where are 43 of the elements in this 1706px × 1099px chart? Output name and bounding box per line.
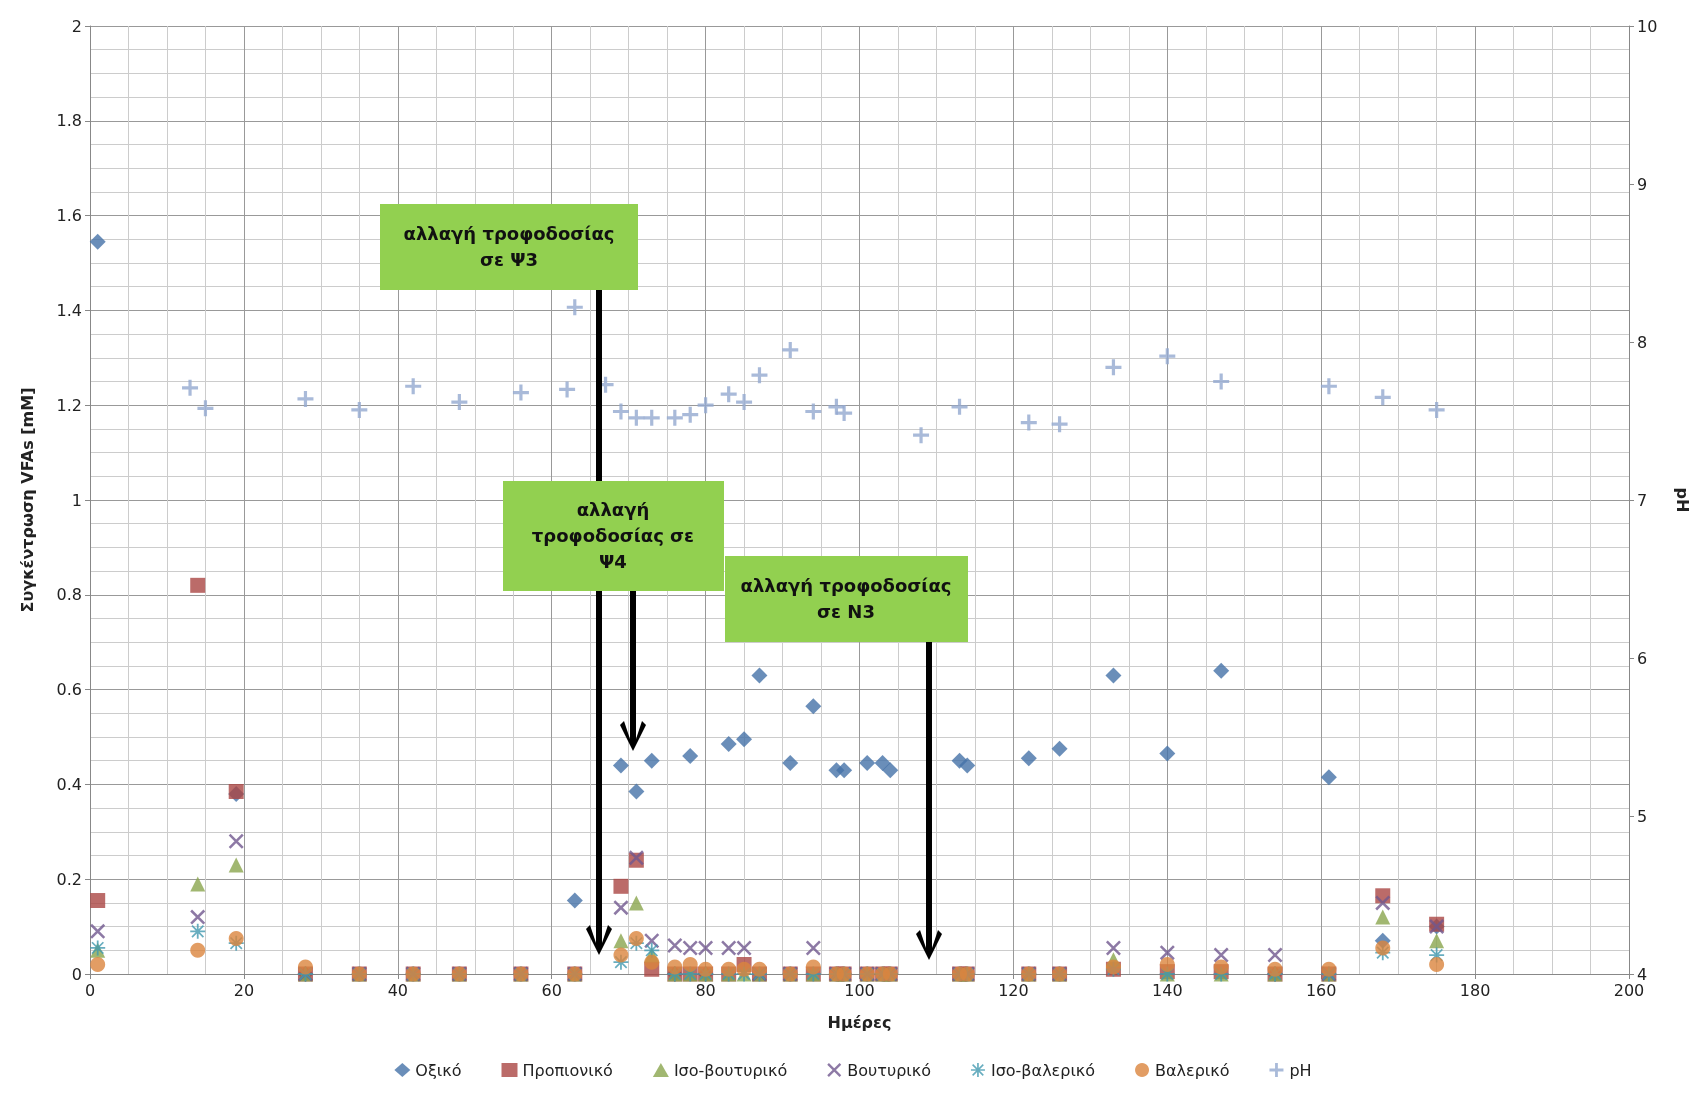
callout-box: αλλαγή τροφοδοσίας σε Ψ3 <box>380 204 638 290</box>
y-tick-label: 1 <box>71 490 82 510</box>
legend-label: pH <box>1289 1060 1312 1080</box>
x-tick-label: 120 <box>998 980 1029 1000</box>
y-tick-label: 0.4 <box>56 774 82 794</box>
legend-label: Προπιονικό <box>522 1060 613 1080</box>
y2-axis-title: pH <box>1672 487 1692 513</box>
y2-tick-label: 10 <box>1637 16 1658 36</box>
y-tick-label: 1.2 <box>56 395 82 415</box>
y-axis-title: Συγκέντρωση VFAs [mM] <box>17 387 37 613</box>
x-tick-label: 20 <box>233 980 255 1000</box>
x-tick-label: 140 <box>1152 980 1183 1000</box>
y2-tick-label: 6 <box>1637 648 1648 668</box>
x-tick-label: 80 <box>695 980 716 1000</box>
annotation: αλλαγή τροφοδοσίας σε Ψ3 <box>402 221 616 272</box>
legend-label: Βουτυρικό <box>847 1060 931 1080</box>
annotation: αλλαγή τροφοδοσίας σε Ν3 <box>739 573 953 624</box>
y2-tick-label: 5 <box>1637 806 1648 826</box>
x-tick-label: 160 <box>1305 980 1337 1000</box>
y2-tick-label: 8 <box>1637 332 1648 352</box>
legend-label: Βαλερικό <box>1155 1060 1230 1080</box>
y-tick-label: 1.4 <box>56 300 82 320</box>
y2-tick-label: 9 <box>1637 174 1648 194</box>
x-tick-label: 60 <box>541 980 562 1000</box>
x-tick-label: 100 <box>844 980 875 1000</box>
y-tick-label: 1.6 <box>56 206 82 226</box>
y-tick-label: 0.8 <box>56 585 82 605</box>
callout-box: αλλαγή τροφοδοσίας σε Ν3 <box>724 556 968 642</box>
y2-tick-label: 7 <box>1637 490 1648 510</box>
annotation: αλλαγή τροφοδοσίας σε Ψ4 <box>530 497 696 575</box>
legend-label: Ισο-βαλερικό <box>990 1060 1096 1080</box>
legend-label: Οξικό <box>415 1060 462 1080</box>
y-tick-label: 2 <box>71 16 82 36</box>
legend-label: Ισο-βουτυρικό <box>673 1060 788 1080</box>
x-axis-title: Ημέρες <box>827 1012 892 1032</box>
x-tick-label: 0 <box>84 980 96 1000</box>
callout-box: αλλαγή τροφοδοσίας σε Ψ4 <box>502 481 724 591</box>
y-tick-label: 0.2 <box>56 869 82 889</box>
y-tick-label: 0 <box>71 964 82 984</box>
y-tick-label: 1.8 <box>56 111 82 131</box>
y-tick-label: 0.6 <box>56 680 82 700</box>
x-tick-label: 180 <box>1459 980 1491 1000</box>
x-tick-label: 40 <box>387 980 408 1000</box>
